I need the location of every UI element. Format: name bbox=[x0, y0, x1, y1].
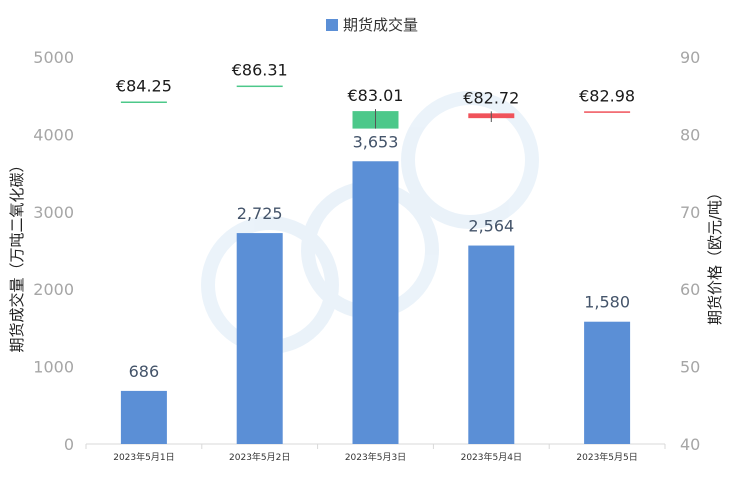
price-label: €83.01 bbox=[348, 86, 404, 105]
price-labels: €84.25 €86.31 €83.01 €82.72 €82.98 bbox=[116, 61, 635, 108]
legend-swatch bbox=[326, 19, 338, 31]
y-axis-right: 40 50 60 70 80 90 bbox=[680, 48, 700, 454]
price-candle bbox=[584, 111, 631, 113]
price-label: €82.98 bbox=[579, 86, 635, 105]
y-left-tick-label: 3000 bbox=[33, 203, 74, 222]
bar bbox=[468, 245, 515, 444]
y-left-tick-label: 2000 bbox=[33, 280, 74, 299]
y-left-tick-label: 5000 bbox=[33, 48, 74, 67]
y-left-tick-label: 1000 bbox=[33, 358, 74, 377]
y-axis-left: 0 1000 2000 3000 4000 5000 bbox=[33, 48, 74, 454]
bar-value-label: 2,725 bbox=[237, 204, 283, 223]
price-label: €84.25 bbox=[116, 77, 172, 96]
y-right-tick-label: 70 bbox=[680, 203, 700, 222]
price-candle bbox=[236, 85, 283, 88]
bar-value-label: 2,564 bbox=[468, 217, 514, 236]
bar bbox=[120, 390, 167, 444]
bar-value-label: 3,653 bbox=[353, 132, 399, 151]
x-tick-label: 2023年5月3日 bbox=[345, 451, 406, 463]
bar-labels: 686 2,725 3,653 2,564 1,580 bbox=[129, 132, 630, 381]
legend-label: 期货成交量 bbox=[343, 16, 418, 34]
x-tick-label: 2023年5月2日 bbox=[229, 451, 290, 463]
x-tick-label: 2023年5月5日 bbox=[576, 451, 637, 463]
y-right-tick-label: 80 bbox=[680, 125, 700, 144]
y-right-tick-label: 50 bbox=[680, 358, 700, 377]
y-right-tick-label: 60 bbox=[680, 280, 700, 299]
y-right-tick-label: 90 bbox=[680, 48, 700, 67]
bar-value-label: 1,580 bbox=[584, 293, 630, 312]
y-axis-right-title: 期货价格（欧元/吨） bbox=[706, 185, 724, 325]
y-axis-left-title: 期货成交量（万吨二氧化碳） bbox=[8, 157, 26, 352]
price-candle bbox=[120, 101, 167, 104]
price-candles bbox=[120, 85, 631, 129]
x-tick-label: 2023年5月4日 bbox=[461, 451, 522, 463]
bar bbox=[236, 233, 283, 444]
price-label: €86.31 bbox=[232, 61, 288, 80]
price-label: €82.72 bbox=[463, 88, 519, 107]
bar bbox=[352, 161, 399, 444]
legend: 期货成交量 bbox=[326, 16, 418, 34]
x-tick-label: 2023年5月1日 bbox=[113, 451, 174, 463]
y-left-tick-label: 4000 bbox=[33, 125, 74, 144]
bars bbox=[120, 161, 631, 444]
bar bbox=[584, 321, 631, 444]
bar-value-label: 686 bbox=[129, 362, 160, 381]
y-left-tick-label: 0 bbox=[64, 435, 74, 454]
y-right-tick-label: 40 bbox=[680, 435, 700, 454]
x-axis: 2023年5月1日 2023年5月2日 2023年5月3日 2023年5月4日 2023… bbox=[85, 444, 666, 463]
